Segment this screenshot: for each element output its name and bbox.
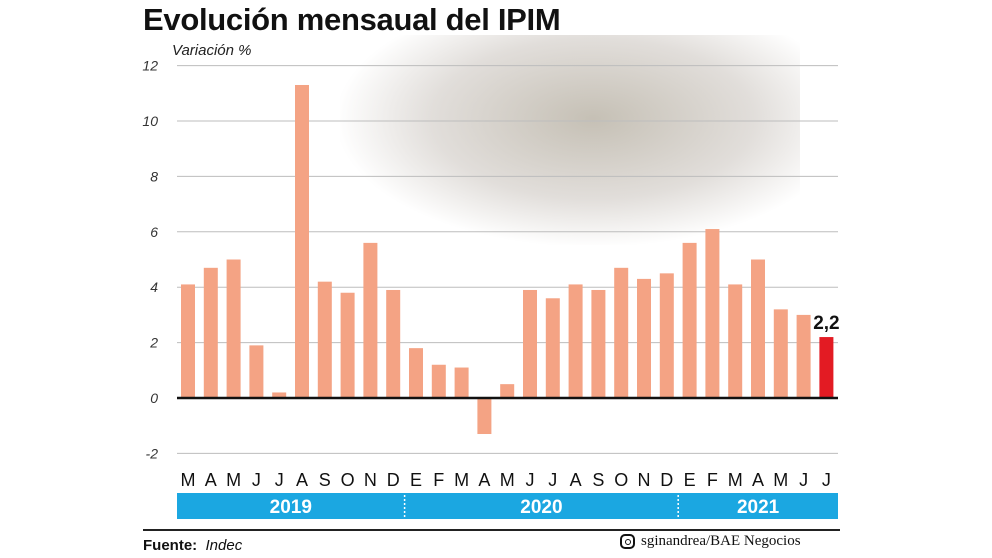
bar bbox=[363, 242, 378, 398]
x-tick-label: F bbox=[433, 470, 444, 490]
source-label: Fuente: bbox=[143, 537, 198, 554]
bar bbox=[682, 242, 697, 398]
bar bbox=[614, 267, 629, 398]
bar bbox=[659, 273, 674, 398]
bar bbox=[545, 298, 560, 398]
bar bbox=[796, 314, 811, 398]
x-tick-label: F bbox=[707, 470, 718, 490]
year-band bbox=[177, 493, 838, 519]
x-tick-label: M bbox=[500, 470, 515, 490]
x-tick-label: N bbox=[638, 470, 651, 490]
x-tick-label: A bbox=[205, 470, 217, 490]
x-tick-label: J bbox=[822, 470, 831, 490]
bar bbox=[523, 289, 537, 398]
credit: sginandrea/BAE Negocios bbox=[620, 533, 801, 550]
credit-text: sginandrea/BAE Negocios bbox=[641, 533, 801, 549]
bar bbox=[751, 259, 765, 398]
x-tick-label: J bbox=[252, 470, 261, 490]
bar bbox=[773, 309, 788, 398]
bar bbox=[705, 229, 720, 398]
y-tick-label: 4 bbox=[150, 279, 158, 295]
bar bbox=[386, 289, 401, 398]
x-tick-label: J bbox=[799, 470, 808, 490]
x-tick-label: A bbox=[478, 470, 490, 490]
x-tick-label: S bbox=[592, 470, 604, 490]
background-photo bbox=[340, 35, 800, 245]
bar bbox=[637, 278, 651, 398]
x-tick-label: M bbox=[226, 470, 241, 490]
source-value: Indec bbox=[205, 537, 243, 554]
data-label: 2,2 bbox=[813, 313, 839, 334]
bar bbox=[454, 367, 469, 398]
bar bbox=[728, 284, 743, 398]
bar bbox=[431, 364, 446, 398]
x-tick-label: A bbox=[296, 470, 308, 490]
x-tick-label: E bbox=[684, 470, 696, 490]
bar bbox=[249, 345, 264, 398]
x-tick-label: J bbox=[548, 470, 557, 490]
y-tick-label: 2 bbox=[149, 335, 158, 351]
bar bbox=[477, 398, 492, 435]
bar bbox=[568, 284, 583, 398]
x-tick-label: M bbox=[454, 470, 469, 490]
bar bbox=[181, 284, 195, 398]
bar bbox=[295, 84, 309, 399]
footer-divider bbox=[143, 529, 840, 531]
y-tick-label: 0 bbox=[150, 390, 158, 406]
bar bbox=[819, 337, 834, 398]
bar bbox=[272, 392, 287, 398]
x-tick-label: N bbox=[364, 470, 377, 490]
y-tick-label: 10 bbox=[142, 113, 158, 129]
x-tick-label: A bbox=[570, 470, 582, 490]
bar bbox=[340, 292, 355, 398]
x-tick-label: M bbox=[728, 470, 743, 490]
source: Fuente: Indec bbox=[143, 537, 242, 554]
bar bbox=[500, 384, 515, 398]
x-tick-label: J bbox=[526, 470, 535, 490]
x-tick-label: D bbox=[660, 470, 673, 490]
year-label: 2019 bbox=[270, 497, 312, 518]
x-tick-label: O bbox=[614, 470, 628, 490]
instagram-icon bbox=[620, 534, 635, 549]
year-label: 2020 bbox=[520, 497, 562, 518]
y-axis-label: Variación % bbox=[172, 42, 252, 59]
x-tick-label: O bbox=[341, 470, 355, 490]
bar bbox=[591, 289, 606, 398]
chart-title: Evolución mensaual del IPIM bbox=[143, 2, 561, 37]
y-tick-label: 6 bbox=[150, 224, 158, 240]
bar bbox=[203, 267, 218, 398]
x-tick-label: M bbox=[181, 470, 196, 490]
x-tick-label: D bbox=[387, 470, 400, 490]
y-tick-label: -2 bbox=[146, 445, 159, 461]
year-label: 2021 bbox=[737, 497, 780, 518]
x-tick-label: M bbox=[773, 470, 788, 490]
bar bbox=[317, 281, 332, 398]
bar bbox=[226, 259, 241, 398]
x-tick-label: E bbox=[410, 470, 422, 490]
x-tick-label: S bbox=[319, 470, 331, 490]
bar bbox=[409, 348, 423, 398]
x-tick-label: A bbox=[752, 470, 764, 490]
y-tick-label: 8 bbox=[150, 168, 158, 184]
x-tick-label: J bbox=[275, 470, 284, 490]
y-tick-label: 12 bbox=[142, 58, 158, 74]
